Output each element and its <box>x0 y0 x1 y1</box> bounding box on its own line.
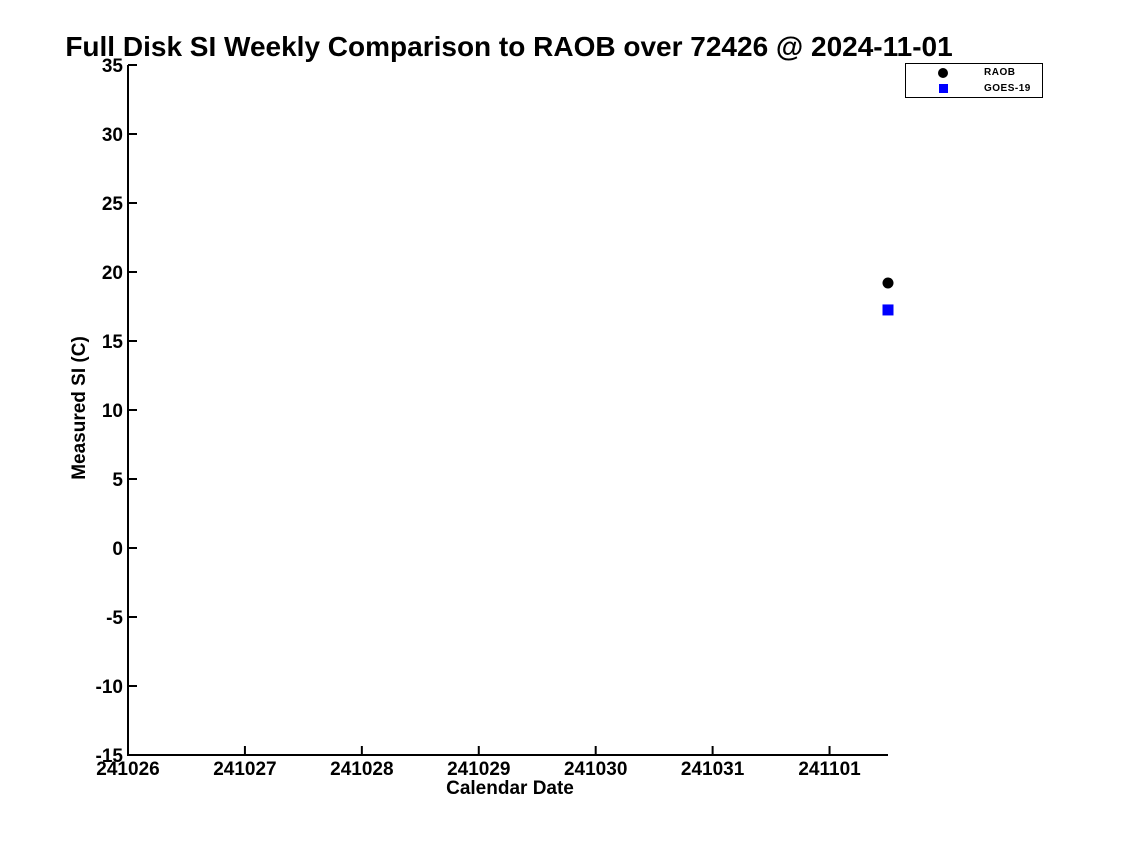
y-tick-label: 5 <box>112 470 123 491</box>
x-tick-label: 241027 <box>213 759 276 780</box>
y-tick-label: 30 <box>102 125 123 146</box>
chart-title: Full Disk SI Weekly Comparison to RAOB o… <box>65 31 953 62</box>
y-tick-label: 0 <box>112 539 123 560</box>
y-tick-label: 15 <box>102 332 124 353</box>
x-tick-label: 241031 <box>681 759 745 780</box>
x-tick-label: 241030 <box>564 759 627 780</box>
y-tick-label: 20 <box>102 263 123 284</box>
y-tick-label: -10 <box>96 677 123 698</box>
data-point-goes-19 <box>882 304 894 316</box>
y-tick-label: 35 <box>102 56 124 77</box>
goes-19-square-marker-icon <box>939 83 948 93</box>
y-tick-label: 25 <box>102 194 124 215</box>
y-tick-label: -15 <box>96 746 124 767</box>
raob-circle-marker-icon <box>938 67 948 78</box>
x-tick-label: 241028 <box>330 759 393 780</box>
legend-label-goes-19: GOES-19 <box>984 82 1031 94</box>
legend-item-goes-19: GOES-19 <box>906 82 1042 95</box>
x-tick-label: 241029 <box>447 759 510 780</box>
data-point-raob <box>882 277 894 289</box>
y-tick-label: 10 <box>102 401 123 422</box>
legend: RAOB GOES-19 <box>905 63 1043 98</box>
x-axis-label: Calendar Date <box>446 778 574 799</box>
legend-item-raob: RAOB <box>906 66 1042 79</box>
x-tick-label: 241026 <box>96 759 159 780</box>
y-tick-label: -5 <box>106 608 123 629</box>
legend-label-raob: RAOB <box>984 67 1016 79</box>
x-tick-label: 241101 <box>798 759 861 780</box>
